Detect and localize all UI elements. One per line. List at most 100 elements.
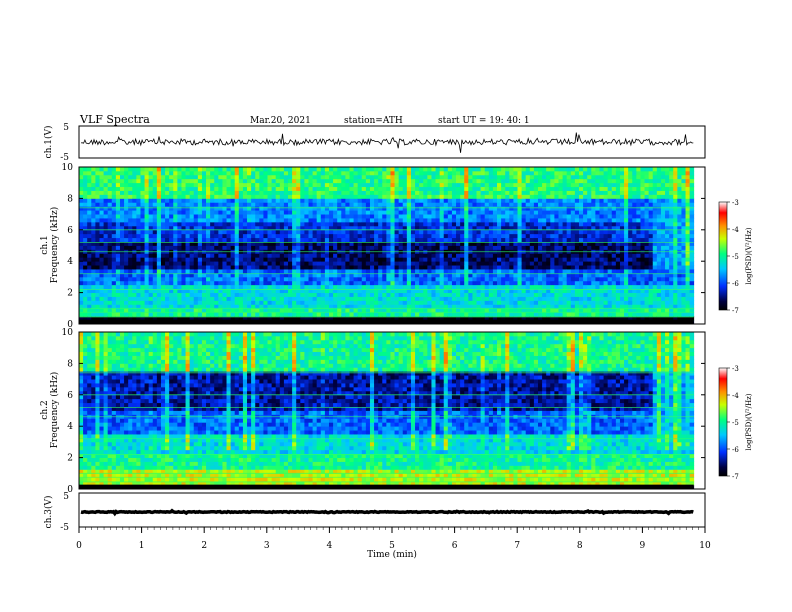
spectrogram-cell	[337, 261, 342, 266]
spectrogram-cell	[177, 284, 182, 290]
spectrogram-cell	[480, 245, 486, 250]
spectrogram-cell	[148, 170, 154, 176]
spectrogram-cell	[476, 241, 482, 246]
spectrogram-cell	[574, 261, 580, 266]
spectrogram-cell	[91, 174, 96, 180]
spectrogram-cell	[460, 269, 465, 274]
spectrogram-cell	[390, 178, 395, 184]
spectrogram-cell	[181, 182, 186, 188]
spectrogram-cell	[144, 190, 150, 195]
spectrogram-cell	[279, 229, 285, 235]
spectrogram-cell	[357, 233, 363, 239]
spectrogram-cell	[394, 269, 400, 274]
spectrogram-cell	[451, 237, 457, 242]
spectrogram-cell	[406, 190, 412, 195]
spectrogram-cell	[95, 308, 100, 313]
spectrogram-cell	[320, 257, 326, 262]
spectrogram-cell	[431, 206, 436, 211]
spectrogram-cell	[386, 202, 391, 207]
spectrogram-cell	[439, 229, 445, 235]
spectrogram-cell	[103, 174, 109, 180]
spectrogram-cell	[456, 245, 461, 250]
spectrogram-cell	[587, 241, 592, 246]
spectrogram-cell	[505, 229, 510, 235]
spectrogram-cell	[300, 253, 305, 258]
spectrogram-cell	[173, 190, 178, 195]
spectrogram-cell	[193, 218, 199, 223]
spectrogram-cell	[550, 296, 555, 301]
spectrogram-cell	[173, 245, 178, 250]
spectrogram-cell	[177, 288, 182, 294]
spectrogram-cell	[419, 280, 424, 286]
spectrogram-cell	[316, 284, 322, 290]
spectrogram-cell	[234, 182, 240, 188]
spectrogram-cell	[206, 304, 211, 309]
spectrogram-cell	[288, 174, 293, 180]
spectrogram-cell	[509, 269, 514, 274]
spectrogram-cell	[542, 186, 547, 191]
spectrogram-cell	[578, 265, 584, 270]
spectrogram-cell	[382, 186, 387, 191]
spectrogram-cell	[193, 308, 199, 313]
spectrogram-cell	[165, 253, 170, 258]
spectrogram-cell	[492, 190, 498, 195]
spectrogram-cell	[144, 253, 150, 258]
spectrogram-cell	[497, 218, 502, 223]
spectrogram-cell	[529, 186, 535, 191]
spectrogram-cell	[206, 182, 211, 188]
spectrogram-cell	[374, 296, 379, 301]
spectrogram-cell	[390, 186, 395, 191]
spectrogram-cell	[255, 170, 260, 176]
spectrogram-cell	[374, 300, 379, 305]
spectrogram-cell	[484, 308, 490, 313]
spectrogram-cell	[111, 214, 117, 219]
spectrogram-cell	[197, 186, 203, 191]
spectrogram-cell	[238, 186, 244, 191]
spectrogram-cell	[87, 167, 92, 172]
spectrogram-cell	[316, 308, 322, 313]
spectrogram-cell	[132, 316, 137, 321]
spectrogram-cell	[304, 186, 309, 191]
spectrogram-cell	[185, 261, 191, 266]
spectrogram-cell	[345, 257, 350, 262]
spectrogram-cell	[328, 316, 334, 321]
spectrogram-cell	[468, 182, 473, 188]
ch1-waveform-trace	[80, 132, 694, 153]
spectrogram-cell	[79, 218, 84, 223]
spectrogram-cell	[99, 304, 104, 309]
spectrogram-cell	[415, 174, 420, 180]
spectrogram-cell	[234, 237, 240, 242]
spectrogram-cell	[550, 174, 555, 180]
spectrogram-cell	[140, 257, 145, 262]
spectrogram-cell	[271, 269, 277, 274]
spectrogram-cell	[566, 206, 572, 211]
spectrogram-cell	[427, 261, 432, 266]
spectrogram-cell	[132, 167, 137, 172]
spectrogram-cell	[91, 304, 96, 309]
spectrogram-cell	[435, 202, 441, 207]
spectrogram-cell	[230, 296, 236, 301]
spectrogram-cell	[181, 261, 186, 266]
spectrogram-cell	[275, 221, 281, 227]
spectrogram-cell	[439, 167, 445, 172]
spectrogram-cell	[365, 265, 371, 270]
spectrogram-cell	[324, 221, 330, 227]
spectrogram-cell	[251, 190, 256, 195]
spectrogram-cell	[234, 312, 240, 317]
spectrogram-cell	[423, 245, 428, 250]
spectrogram-cell	[271, 245, 277, 250]
ch1-waveform-panel: ch.1(V) 5 -5	[43, 123, 706, 163]
spectrogram-cell	[148, 194, 154, 199]
spectrogram-cell	[242, 265, 248, 270]
spectrogram-cell	[492, 178, 498, 184]
spectrogram-cell	[214, 170, 219, 176]
spectrogram-cell	[521, 272, 527, 278]
spectrogram-cell	[505, 210, 510, 215]
spectrogram-cell	[538, 206, 543, 211]
spectrogram-cell	[460, 284, 465, 290]
spectrogram-cell	[349, 221, 354, 227]
spectrogram-cell	[128, 312, 133, 317]
spectrogram-cell	[214, 167, 219, 172]
spectrogram-cell	[206, 225, 211, 231]
spectrogram-cell	[386, 210, 391, 215]
